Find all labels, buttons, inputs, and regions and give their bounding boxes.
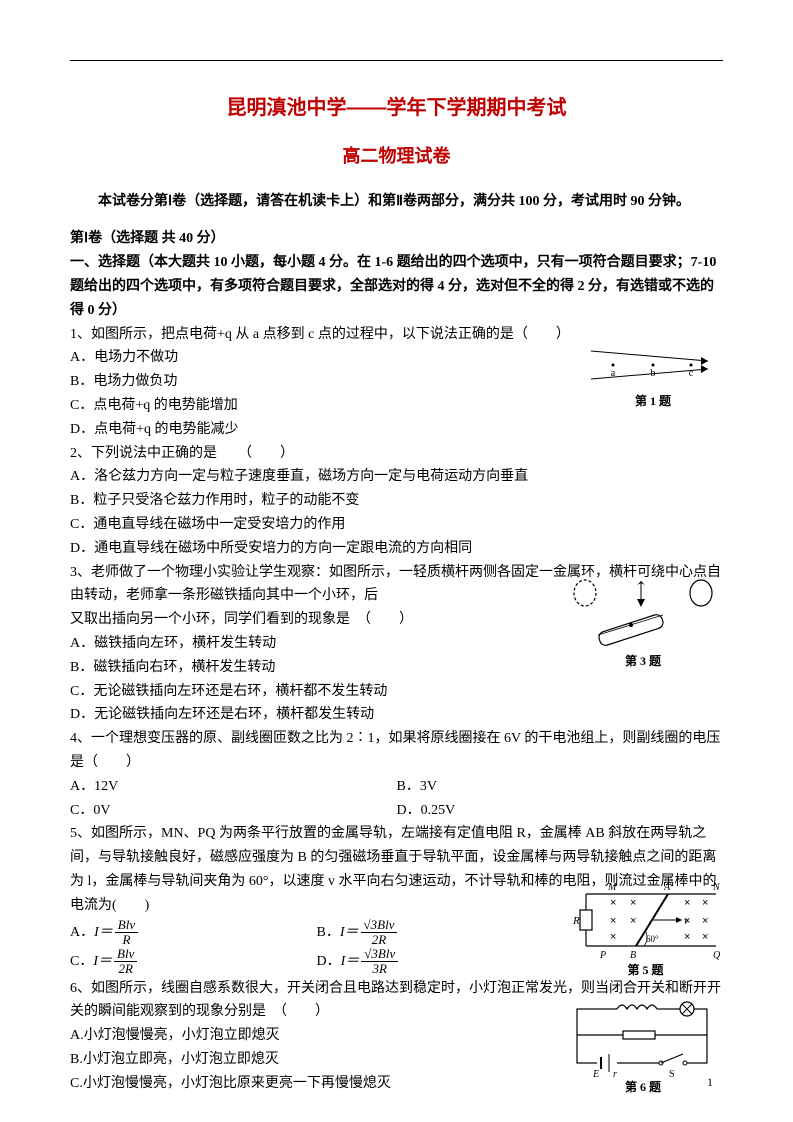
svg-text:×: × xyxy=(702,915,708,927)
q2-optB: B．粒子只受洛仑兹力作用时，粒子的动能不变 xyxy=(70,489,723,513)
q1-fig-b: b xyxy=(651,368,656,379)
svg-text:A: A xyxy=(663,882,671,893)
q4-stem: 4、一个理想变压器的原、副线圈匝数之比为 2∶1，如果将原线圈接在 6V 的干电… xyxy=(70,727,723,775)
q2-stem: 2、下列说法中正确的是 （ ） xyxy=(70,442,723,466)
svg-text:N: N xyxy=(712,882,721,893)
q5-optD: D．I＝√3Blv3R xyxy=(317,947,564,977)
question-1: 1、如图所示，把点电荷+q 从 a 点移到 c 点的过程中，以下说法正确的是（ … xyxy=(70,323,723,442)
svg-text:×: × xyxy=(610,931,616,943)
q5-B-num: √3Blv xyxy=(361,918,398,933)
svg-text:E: E xyxy=(592,1069,599,1077)
q4-optD: D．0.25V xyxy=(397,799,724,823)
q5-D-lhs: I＝ xyxy=(341,954,360,969)
q5-diagram: R A B M N P Q v 60° ×××× ×××× ××× xyxy=(568,880,723,962)
svg-text:Q: Q xyxy=(713,950,721,961)
question-4: 4、一个理想变压器的原、副线圈匝数之比为 2∶1，如果将原线圈接在 6V 的干电… xyxy=(70,727,723,822)
page-number: 1 xyxy=(707,1072,713,1092)
q5-C-pre: C． xyxy=(70,954,93,969)
top-rule xyxy=(70,60,723,61)
q5-A-lhs: I＝ xyxy=(94,925,113,940)
q5-C-num: Blv xyxy=(114,947,137,962)
title-main: 昆明滇池中学——学年下学期期中考试 xyxy=(70,91,723,125)
intro-text: 本试卷分第Ⅰ卷（选择题，请答在机读卡上）和第Ⅱ卷两部分，满分共 100 分，考试… xyxy=(70,190,723,214)
svg-text:×: × xyxy=(630,897,636,909)
q5-B-lhs: I＝ xyxy=(340,925,359,940)
question-2: 2、下列说法中正确的是 （ ） A．洛仑兹力方向一定与粒子速度垂直，磁场方向一定… xyxy=(70,442,723,561)
q5-A-num: Blv xyxy=(115,918,138,933)
q3-figure: 第 3 题 xyxy=(563,579,723,671)
q5-D-den: 3R xyxy=(361,962,398,976)
svg-text:×: × xyxy=(684,897,690,909)
svg-text:×: × xyxy=(702,931,708,943)
q2-optA: A．洛仑兹力方向一定与粒子速度垂直，磁场方向一定与电荷运动方向垂直 xyxy=(70,465,723,489)
svg-text:×: × xyxy=(610,897,616,909)
svg-text:×: × xyxy=(610,915,616,927)
q5-D-pre: D． xyxy=(317,954,341,969)
q4-optC: C．0V xyxy=(70,799,397,823)
q4-optB: B．3V xyxy=(397,775,724,799)
svg-text:×: × xyxy=(684,931,690,943)
q6-fig-label: 第 6 题 xyxy=(563,1077,723,1097)
q5-C-den: 2R xyxy=(114,962,137,976)
q1-figure: a b c 第 1 题 xyxy=(583,341,723,411)
q5-D-num: √3Blv xyxy=(361,947,398,962)
q5-A-den: R xyxy=(115,933,138,947)
svg-text:r: r xyxy=(613,1069,617,1077)
q1-diagram: a b c xyxy=(583,341,723,391)
svg-text:P: P xyxy=(599,950,606,961)
question-6: 6、如图所示，线圈自感系数很大，开关闭合且电路达到稳定时，小灯泡正常发光，则当闭… xyxy=(70,977,723,1096)
q6-diagram: E r S xyxy=(563,999,723,1077)
svg-text:M: M xyxy=(607,882,617,893)
q6-figure: E r S 第 6 题 xyxy=(563,999,723,1097)
svg-text:×: × xyxy=(684,915,690,927)
q5-A-pre: A． xyxy=(70,925,94,940)
question-3: 3、老师做了一个物理小实验让学生观察：如图所示，一轻质横杆两侧各固定一金属环，横… xyxy=(70,561,723,728)
q1-optD: D．点电荷+q 的电势能减少 xyxy=(70,418,723,442)
q3-fig-label: 第 3 题 xyxy=(563,651,723,671)
svg-text:S: S xyxy=(669,1069,675,1077)
q5-optB: B．I＝√3Blv2R xyxy=(317,918,564,948)
q3-optC: C．无论磁铁插向左环还是右环，横杆都不发生转动 xyxy=(70,680,723,704)
q1-fig-c: c xyxy=(689,368,694,379)
q5-optA: A．I＝BlvR xyxy=(70,918,317,948)
part1-head: 第Ⅰ卷（选择题 共 40 分） xyxy=(70,227,723,251)
q5-C-lhs: I＝ xyxy=(93,954,112,969)
q5-optC: C．I＝Blv2R xyxy=(70,947,317,977)
svg-text:60°: 60° xyxy=(646,934,659,944)
q1-fig-label: 第 1 题 xyxy=(583,391,723,411)
title-sub: 高二物理试卷 xyxy=(70,141,723,172)
q4-optA: A．12V xyxy=(70,775,397,799)
q2-optC: C．通电直导线在磁场中一定受安培力的作用 xyxy=(70,513,723,537)
svg-text:×: × xyxy=(630,915,636,927)
q3-diagram xyxy=(563,579,723,651)
q3-optD: D．无论磁铁插向左环还是右环，横杆都发生转动 xyxy=(70,703,723,727)
q2-optD: D．通电直导线在磁场中所受安培力的方向一定跟电流的方向相同 xyxy=(70,537,723,561)
question-5: 5、如图所示，MN、PQ 为两条平行放置的金属导轨，左端接有定值电阻 R，金属棒… xyxy=(70,822,723,976)
section1-head: 一、选择题（本大题共 10 小题，每小题 4 分。在 1-6 题给出的四个选项中… xyxy=(70,251,723,322)
q5-figure: R A B M N P Q v 60° ×××× ×××× ××× 第 5 题 xyxy=(568,880,723,980)
q5-B-pre: B． xyxy=(317,925,340,940)
q1-fig-a: a xyxy=(611,368,616,379)
q5-B-den: 2R xyxy=(361,933,398,947)
svg-text:R: R xyxy=(572,915,580,927)
svg-text:×: × xyxy=(702,897,708,909)
